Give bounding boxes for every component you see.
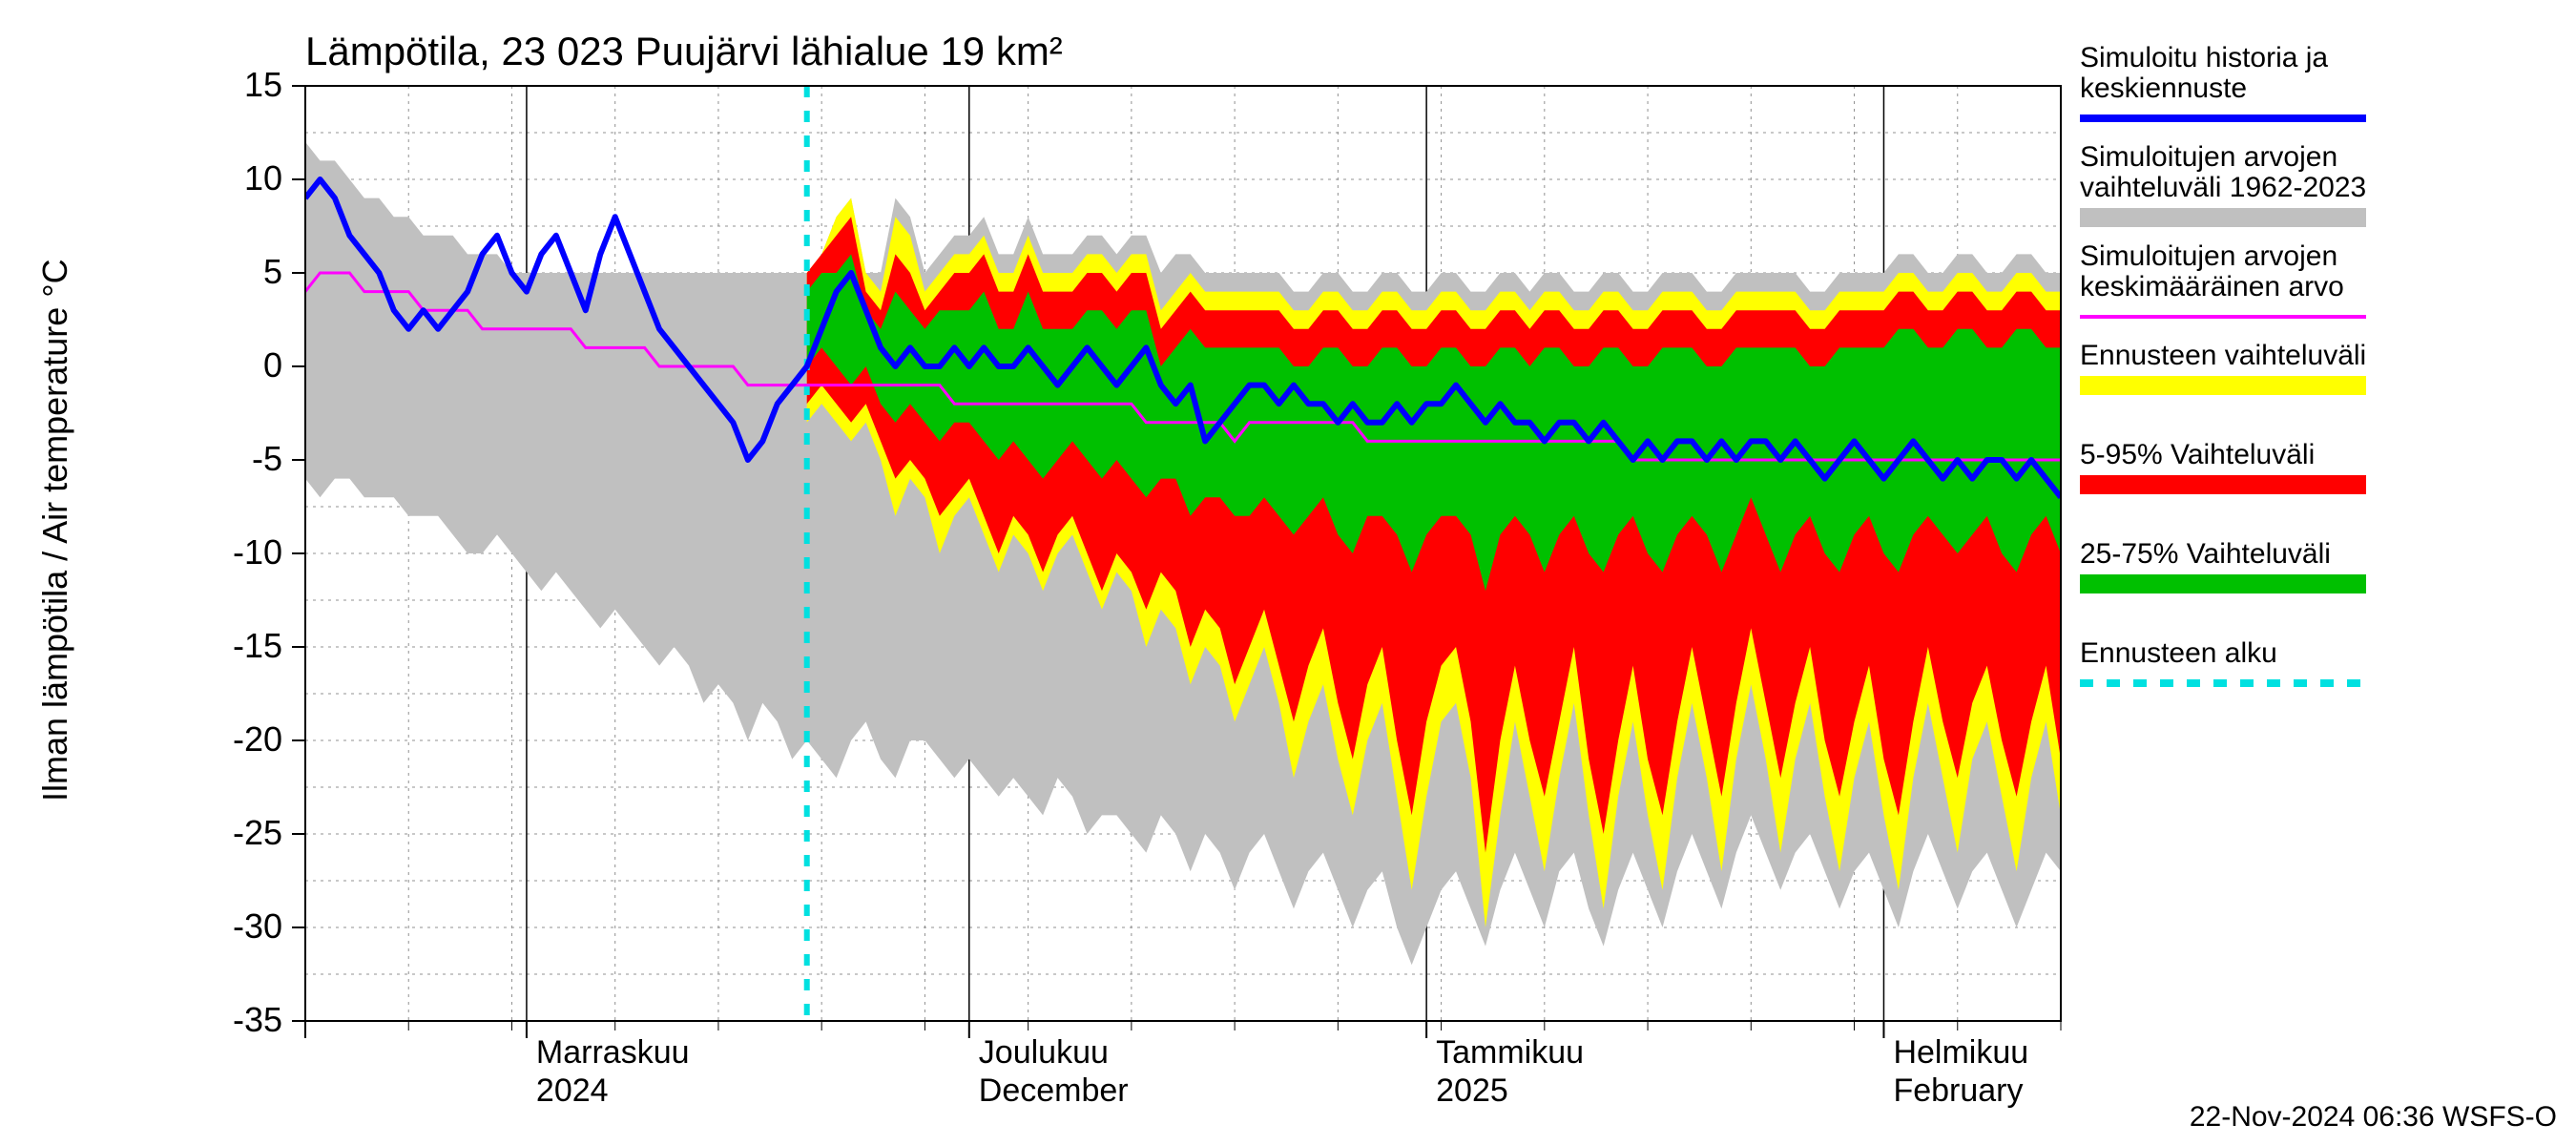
y-tick-label: -30 [233,906,282,946]
y-tick-label: -10 [233,532,282,572]
legend-label: 5-95% Vaihteluväli [2080,439,2315,470]
legend-label: keskiennuste [2080,73,2247,104]
x-tick-label: Joulukuu [979,1034,1109,1071]
y-tick-label: -5 [252,439,282,478]
legend-label: Simuloitu historia ja [2080,42,2328,73]
legend-swatch [2080,376,2366,395]
legend-label: keskimääräinen arvo [2080,271,2344,302]
footer-text: 22-Nov-2024 06:36 WSFS-O [2190,1101,2557,1133]
x-tick-label: December [979,1072,1129,1109]
y-tick-label: 0 [263,345,282,385]
legend-label: vaihteluväli 1962-2023 [2080,172,2366,203]
legend-label: Simuloitujen arvojen [2080,240,2337,272]
x-tick-label: 2025 [1436,1072,1508,1109]
legend-swatch [2080,475,2366,494]
y-tick-label: -20 [233,719,282,759]
legend-swatch [2080,208,2366,227]
y-tick-label: 5 [263,252,282,291]
legend-label: Ennusteen vaihteluväli [2080,340,2366,371]
x-tick-label: 2024 [536,1072,609,1109]
chart-title: Lämpötila, 23 023 Puujärvi lähialue 19 k… [305,29,1063,73]
x-tick-label: Marraskuu [536,1034,690,1071]
chart-svg: -35 -30 -25 -20 -15 -10 -5 0 5 10 15 Marraskuu2024 J… [0,0,2576,1145]
y-tick-label: 15 [244,65,282,104]
x-tick-label: Tammikuu [1436,1034,1584,1071]
legend-label: 25-75% Vaihteluväli [2080,538,2331,570]
y-tick-label: -35 [233,1000,282,1039]
x-tick-label: Helmikuu [1893,1034,2028,1071]
x-tick-label: February [1893,1072,2023,1109]
y-tick-label: 10 [244,158,282,198]
legend-label: Ennusteen alku [2080,637,2277,669]
legend-label: Simuloitujen arvojen [2080,141,2337,173]
y-tick-label: -15 [233,626,282,665]
legend-swatch [2080,574,2366,593]
y-axis-label: Ilman lämpötila / Air temperature °C [35,259,74,802]
y-tick-label: -25 [233,813,282,852]
chart-container: -35 -30 -25 -20 -15 -10 -5 0 5 10 15 Marraskuu2024 J… [0,0,2576,1145]
